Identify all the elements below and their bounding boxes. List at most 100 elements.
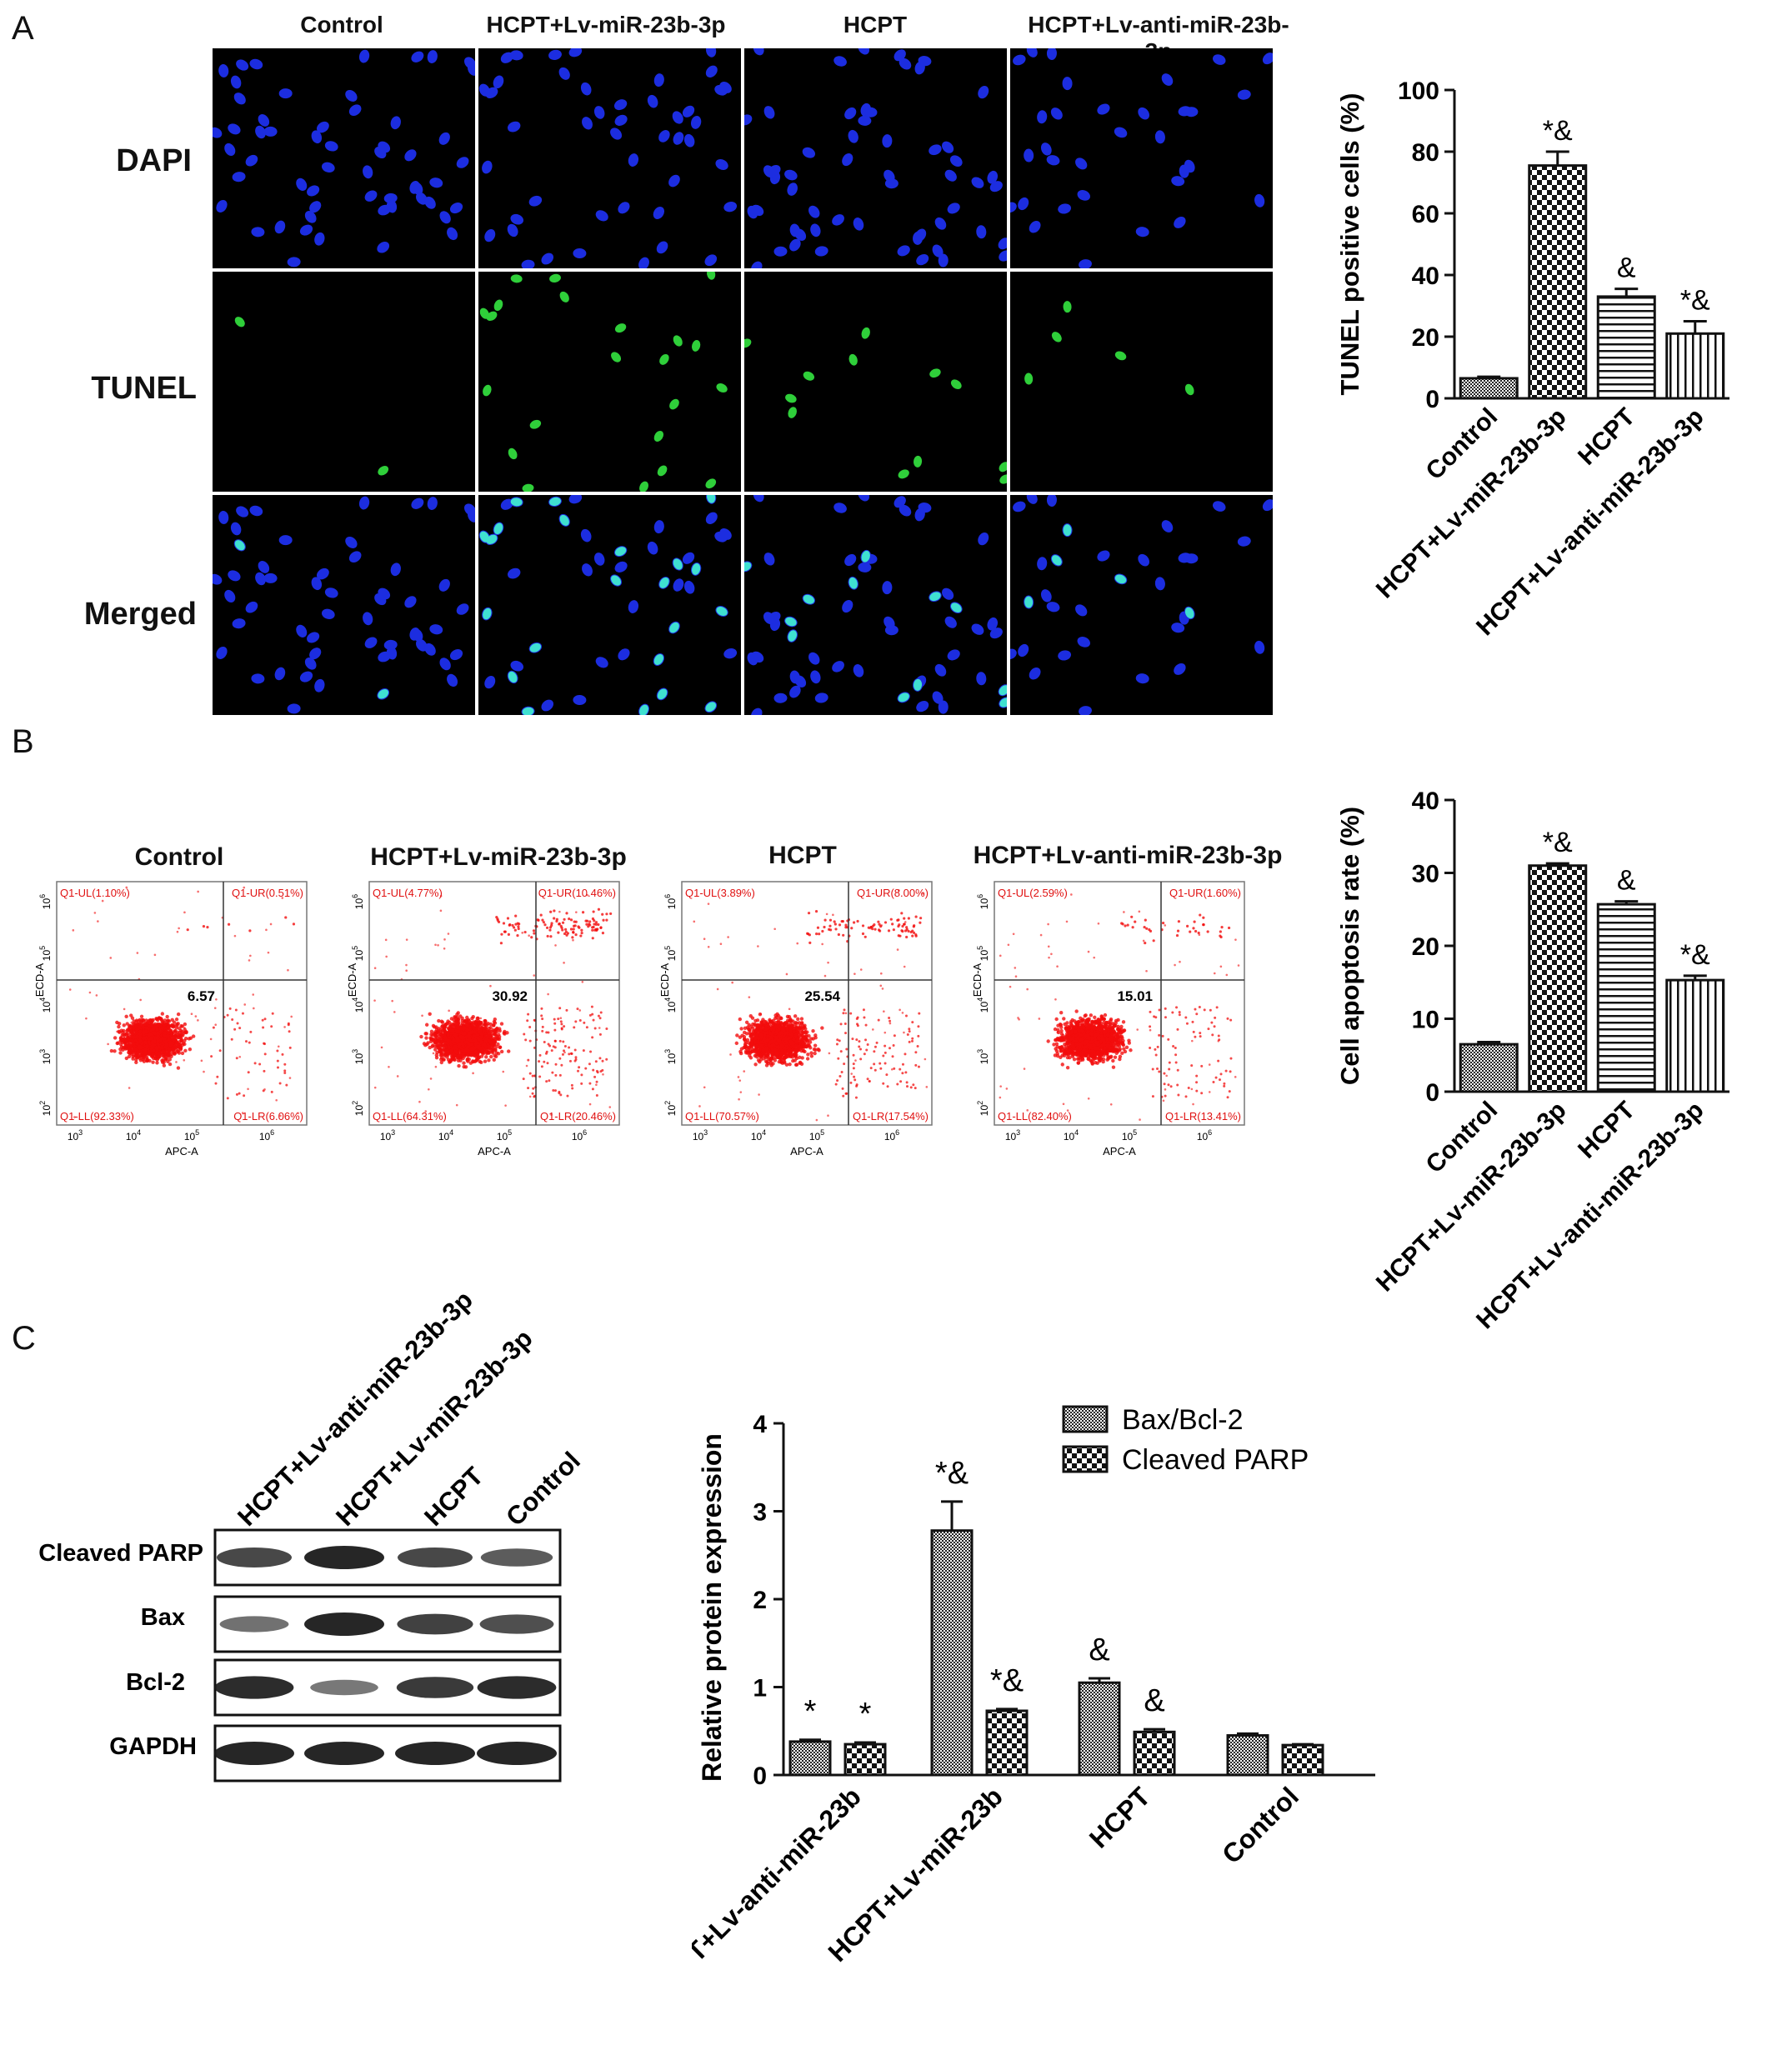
blot-row-label-bax: Bax <box>141 1604 185 1631</box>
significance-label: *& <box>1543 827 1573 858</box>
significance-label: & <box>1089 1632 1109 1668</box>
apoptosis-total-label: 15.01 <box>1117 988 1153 1004</box>
x-tick-label: 106 <box>572 1128 587 1142</box>
y-tick-label: 104 <box>976 998 990 1012</box>
y-tick-label: 3 <box>753 1499 767 1527</box>
quadrant-lr-label: Q1-LR(13.41%) <box>1165 1110 1241 1122</box>
blot-band <box>214 1742 294 1765</box>
y-tick-label: 80 <box>1412 139 1439 167</box>
y-tick-label: 105 <box>663 946 678 961</box>
quadrant-lr-label: Q1-LR(6.06%) <box>233 1110 303 1122</box>
x-tick-label: HCPT <box>1573 1097 1640 1164</box>
y-tick-label: 60 <box>1412 201 1439 228</box>
legend-label: Bax/Bcl-2 <box>1122 1404 1244 1436</box>
y-tick-label: 30 <box>1412 861 1439 888</box>
blot-row-label-cleaved-parp: Cleaved PARP <box>38 1540 203 1567</box>
flow-plot-hcpt: Q1-UL(3.89%) Q1-UR(8.00%) Q1-LL(70.57%) Q1-… <box>658 881 933 1158</box>
western-blot: HCPT+Lv-anti-miR-23b-3p HCPT+Lv-miR-23b-… <box>38 1285 586 1782</box>
bar <box>1078 1681 1121 1777</box>
x-tick-label: 106 <box>884 1128 899 1142</box>
flow-plot-frame <box>368 881 620 1126</box>
blot-band <box>310 1679 378 1696</box>
quadrant-ur-label: Q1-UR(8.00%) <box>857 887 929 899</box>
y-tick-label: 105 <box>38 946 53 961</box>
y-axis-label: ECD-A <box>971 962 984 997</box>
bar <box>1528 864 1588 1093</box>
x-axis-label: APC-A <box>478 1145 511 1158</box>
significance-label: * <box>859 1697 872 1732</box>
y-tick-label: 1 <box>753 1675 767 1702</box>
significance-label: *& <box>1680 939 1710 971</box>
micro-col-header-control: Control <box>300 12 383 38</box>
x-tick-label: 103 <box>68 1128 83 1142</box>
y-tick-label: 4 <box>753 1411 767 1438</box>
quadrant-ll-label: Q1-LL(92.33%) <box>60 1110 134 1122</box>
x-tick-label: HCPT <box>1573 403 1640 471</box>
blot-lane-label-control: Control <box>500 1446 586 1532</box>
x-tick-label: 103 <box>693 1128 708 1142</box>
blot-lane-label-hcpt: HCPT <box>418 1461 488 1531</box>
micrograph-grid <box>213 48 1273 718</box>
y-tick-label: 103 <box>663 1049 678 1064</box>
x-tick-label: 105 <box>809 1128 824 1142</box>
quadrant-ur-label: Q1-UR(10.46%) <box>538 887 616 899</box>
micrograph-dapi-hcpt <box>744 48 1007 268</box>
y-tick-label: 106 <box>38 894 53 909</box>
bar <box>1226 1734 1269 1777</box>
y-tick-label: 20 <box>1412 933 1439 961</box>
quadrant-ll-label: Q1-LL(82.40%) <box>998 1110 1072 1122</box>
y-tick-label: 40 <box>1412 262 1439 290</box>
y-tick-label: 104 <box>351 998 365 1012</box>
significance-label: & <box>1617 865 1636 897</box>
x-tick-label: 104 <box>126 1128 141 1142</box>
micrograph-dapi-lv-anti-mir <box>1010 48 1273 268</box>
bar <box>1528 164 1588 400</box>
bar <box>930 1529 974 1777</box>
flow-events <box>68 886 299 1118</box>
x-tick-label: 103 <box>380 1128 395 1142</box>
legend-swatch <box>1062 1445 1109 1473</box>
quadrant-lr-label: Q1-LR(20.46%) <box>540 1110 616 1122</box>
quadrant-ul-label: Q1-UL(2.59%) <box>998 887 1068 899</box>
micrograph-tunel-lv-mir <box>478 272 741 492</box>
blot-row-label-bcl2: Bcl-2 <box>126 1669 185 1696</box>
flow-plot-frame <box>56 881 308 1126</box>
x-tick-label: 105 <box>1122 1128 1137 1142</box>
x-tick-label: 105 <box>184 1128 199 1142</box>
bar <box>843 1742 887 1777</box>
blot-band <box>304 1546 384 1569</box>
blot-band <box>477 1742 557 1765</box>
y-tick-label: 103 <box>976 1049 990 1064</box>
y-tick-label: 105 <box>976 946 990 961</box>
blot-band <box>395 1742 475 1765</box>
y-tick-label: 102 <box>663 1101 678 1116</box>
significance-label: *& <box>990 1663 1024 1698</box>
y-axis-label: ECD-A <box>658 962 671 997</box>
quadrant-ll-label: Q1-LL(64.31%) <box>373 1110 447 1122</box>
micrograph-merged-control <box>213 495 475 715</box>
y-tick-label: 106 <box>976 894 990 909</box>
significance-label: & <box>1617 252 1636 284</box>
micrograph-merged-lv-anti-mir <box>1010 495 1273 715</box>
bar <box>1596 295 1656 400</box>
y-tick-label: 10 <box>1412 1007 1439 1034</box>
y-tick-label: 103 <box>351 1049 365 1064</box>
y-tick-label: 40 <box>1412 788 1439 815</box>
bar <box>1665 332 1725 400</box>
y-tick-label: 102 <box>976 1101 990 1116</box>
blot-band <box>477 1676 557 1699</box>
micrograph-merged-lv-mir <box>478 495 741 715</box>
y-tick-label: 104 <box>663 998 678 1012</box>
bar <box>1596 902 1656 1093</box>
quadrant-ur-label: Q1-UR(0.51%) <box>232 887 303 899</box>
y-tick-label: 106 <box>663 894 678 909</box>
y-axis-label: ECD-A <box>33 962 46 997</box>
y-tick-label: 102 <box>38 1101 53 1116</box>
x-tick-label: 103 <box>1005 1128 1020 1142</box>
y-tick-label: 0 <box>1425 386 1439 413</box>
blot-band <box>219 1616 289 1632</box>
legend-label: Cleaved PARP <box>1122 1444 1309 1476</box>
y-tick-label: 0 <box>1425 1079 1439 1107</box>
